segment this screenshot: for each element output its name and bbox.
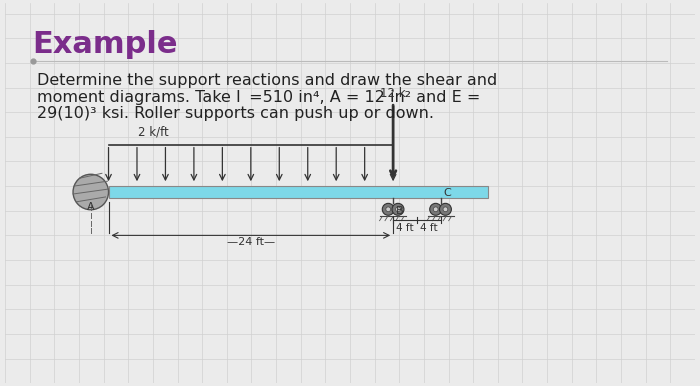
Text: 12 k: 12 k: [380, 87, 406, 100]
Circle shape: [433, 207, 438, 212]
Bar: [108, 186, 488, 198]
Text: Determine the support reactions and draw the shear and: Determine the support reactions and draw…: [36, 73, 497, 88]
Text: C: C: [444, 188, 452, 198]
Text: A: A: [87, 202, 94, 212]
Text: Example: Example: [33, 30, 178, 59]
Text: 2 k/ft: 2 k/ft: [138, 126, 169, 139]
Circle shape: [386, 207, 391, 212]
Text: B: B: [396, 206, 404, 216]
Circle shape: [443, 207, 448, 212]
Circle shape: [73, 174, 108, 210]
Text: moment diagrams. Take I  =510 in⁴, A = 12 in² and E =: moment diagrams. Take I =510 in⁴, A = 12…: [36, 90, 480, 105]
Text: 29(10)³ ksi. Roller supports can push up or down.: 29(10)³ ksi. Roller supports can push up…: [36, 106, 433, 121]
Text: 4 ft: 4 ft: [396, 223, 414, 233]
Text: —24 ft—: —24 ft—: [227, 237, 275, 247]
Text: 4 ft: 4 ft: [420, 223, 438, 233]
Circle shape: [392, 203, 404, 215]
Circle shape: [440, 203, 452, 215]
Circle shape: [430, 203, 442, 215]
Circle shape: [395, 207, 400, 212]
Circle shape: [382, 203, 394, 215]
